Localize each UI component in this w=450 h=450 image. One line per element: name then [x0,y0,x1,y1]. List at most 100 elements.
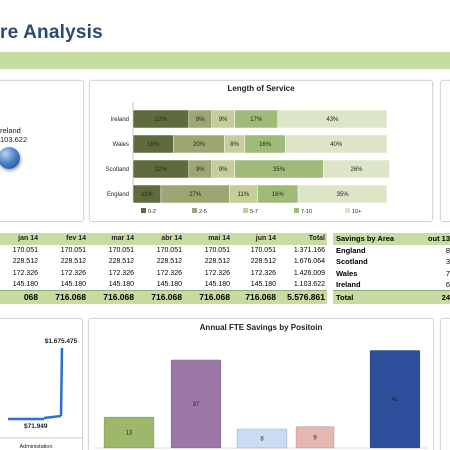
los-category-label: Scotland [106,167,129,173]
los-legend-label: 10+ [352,209,361,215]
los-data-label: 22% [155,117,168,123]
area-value: 8 [445,245,450,255]
dashboard-title: re Analysis [0,22,103,43]
table-column-header: Total [278,233,327,245]
header-strip [0,52,450,69]
globe-icon [0,147,20,169]
region-name: reland [0,126,21,135]
fte-data-label: 37 [193,402,200,408]
admin-chart: $1.675.475 $71.949 Administation [0,338,83,450]
los-data-label: 26% [351,167,364,173]
table-cell: 228.512 [60,258,86,266]
table-cell: 170.051 [60,246,86,254]
los-data-label: 43% [326,117,339,123]
table-column-header: abr 14 [136,233,184,245]
los-data-label: 9% [219,117,228,123]
los-legend-swatch [345,208,350,213]
right-panel-partial-bottom [440,318,450,450]
fte-chart: 13 37 8 9 41 [94,350,428,449]
table-total-cell: 716.068 [232,290,278,304]
table-cell: 145.180 [60,281,86,288]
table-cell: 170.051 [108,246,134,254]
los-data-label: 35% [337,192,350,198]
los-bar-segment [297,184,388,204]
table-cell: 172.326 [250,269,276,277]
table-total-cell: 716.068 [184,290,232,304]
los-chart-title: Length of Service [227,84,295,93]
fte-data-label: 13 [126,431,133,437]
fte-bar [236,428,288,449]
table-row: 228.512 228.512 228.512 228.512 228.512 228.5… [0,256,327,268]
table-cell: 170.051 [12,246,38,254]
table-total-cell: 716.068 [88,290,136,304]
table-cell: 228.512 [12,258,38,266]
area-label: Ireland [336,280,361,289]
los-data-label: 17% [250,117,263,123]
table-column-header: mai 14 [184,233,232,245]
table-cell: 228.512 [250,258,276,266]
area-row: England 8 [333,245,450,257]
region-label-ireland: reland 103.622 [0,126,27,144]
table-cell: 1.426.009 [293,269,325,277]
table-header-row: jan 14 fev 14 mar 14 abr 14 mai 14 jun 14 Tota… [0,233,327,245]
los-data-label: 40% [330,142,343,148]
los-data-label: 16% [147,142,160,148]
area-value: 3 [445,257,450,267]
fte-bar [369,350,421,449]
savings-by-area-table: Savings by Area out 13 England 8 Scotland 3… [333,233,450,304]
los-bar-segment [285,134,388,154]
area-row: Wales 7 [333,268,450,280]
table-cell: 145.180 [12,281,38,288]
table-cell: 172.326 [204,269,230,277]
table-cell: 145.180 [156,281,182,288]
area-label: England [336,245,366,255]
los-legend-swatch [141,208,146,213]
los-data-label: 16% [259,142,272,148]
area-header: Savings by Area [333,233,417,245]
table-total-cell: 716.068 [136,290,184,304]
region-value: 103.622 [0,135,28,144]
admin-savings-panel [0,318,83,450]
los-legend-label: 7-10 [301,209,312,215]
los-data-label: 9% [196,167,205,173]
table-row: 170.051 170.051 170.051 170.051 170.051 170.0… [0,245,327,257]
right-panel-partial [440,80,450,222]
area-label: Scotland [336,257,368,267]
area-row: Scotland 3 [333,256,450,268]
table-cell: 1.103.622 [293,281,325,288]
table-cell: 228.512 [204,258,230,266]
admin-series-line [59,347,64,417]
fte-bar [295,426,335,449]
table-total-row: 068 716.068 716.068 716.068 716.068 716.068 5.… [0,290,327,304]
los-data-label: 22% [155,167,168,173]
area-total-label: Total [333,290,417,304]
fte-data-label: 8 [260,436,264,442]
los-legend-label: 2-5 [199,209,207,215]
area-total-value: 24 [416,290,450,304]
table-cell: 1.676.064 [293,258,325,266]
los-legend-swatch [294,208,299,213]
los-data-label: 8% [230,142,239,148]
admin-top-value-label: $1.675.475 [45,338,78,345]
los-data-label: 27% [189,192,202,198]
table-cell: 145.180 [204,281,230,288]
admin-axis-label: Administation [19,444,52,450]
area-col-header: out 13 [416,233,450,245]
table-cell: 145.180 [108,281,134,288]
los-category-label: Ireland [111,117,129,123]
table-column-header: fev 14 [40,233,88,245]
fte-chart-title: Annual FTE Savings by Positoin [199,323,323,332]
fte-bar [103,416,155,449]
table-column-header: jun 14 [232,233,278,245]
monthly-savings-table: jan 14 fev 14 mar 14 abr 14 mai 14 jun 14 Tota… [0,233,327,304]
fte-bar [170,359,222,449]
table-cell: 228.512 [108,258,134,266]
los-legend-label: 0-2 [148,209,156,215]
los-category-label: Wales [113,142,129,148]
table-cell: 170.051 [156,246,182,254]
table-column-header: jan 14 [0,233,40,245]
los-data-label: 11% [141,192,153,198]
los-category-label: England [107,192,129,198]
los-data-label: 9% [196,117,205,123]
table-cell: 172.326 [60,269,86,277]
